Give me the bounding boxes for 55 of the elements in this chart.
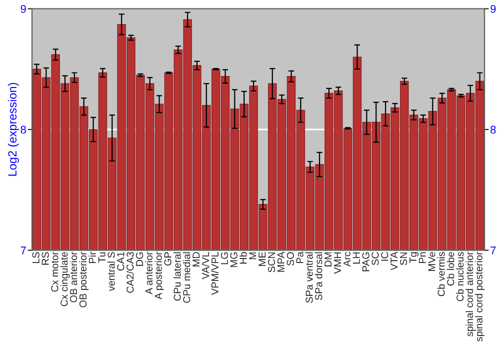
- x-tick-label: Cb vermis: [437, 252, 445, 296]
- x-tick-label: spinal cord posterior: [475, 252, 484, 342]
- x-tick-label: M: [249, 252, 256, 260]
- x-tick-label: Hb: [239, 252, 247, 264]
- x-tick-label: Tg: [410, 252, 418, 264]
- y2-tick-label: 9: [490, 5, 496, 13]
- x-tick-label: VTA: [390, 252, 398, 270]
- x-tick-label: GP: [164, 252, 172, 266]
- x-tick-label: IC: [381, 252, 388, 261]
- y-tick-label: 8: [20, 126, 26, 134]
- x-tick-label: MVe: [428, 252, 436, 271]
- x-tick-label: MPA: [278, 252, 284, 272]
- x-tick-label: SPa ventral: [305, 252, 313, 303]
- x-tick-label: A posterior: [154, 252, 164, 300]
- x-tick-label: RS: [42, 252, 49, 265]
- y-tick-label: 7: [20, 246, 26, 254]
- x-tick-label: VPM/VPL: [211, 252, 219, 295]
- x-tick-label: SPa dorsal: [314, 252, 322, 300]
- y2-tick-label: 8: [490, 126, 496, 134]
- x-tick-label: DM: [324, 252, 332, 266]
- x-tick-label: SO: [286, 252, 294, 266]
- x-tick-label: Arc: [344, 252, 350, 267]
- x-tick-label: LG: [220, 252, 228, 264]
- x-tick-label: VA/VL: [202, 252, 210, 280]
- x-tick-label: CA1: [117, 252, 124, 271]
- x-tick-label: Cb nucleus: [456, 252, 464, 302]
- x-tick-label: CA2/CA3: [126, 252, 134, 293]
- x-tick-label: Pa: [296, 252, 304, 264]
- x-tick-label: SC: [372, 252, 379, 266]
- x-tick-label: Pn: [418, 252, 426, 264]
- x-tick-label: LH: [352, 252, 360, 264]
- x-tick-label: MG: [230, 252, 238, 267]
- y-tick-label: 9: [20, 5, 26, 13]
- x-tick-label: DG: [136, 252, 144, 266]
- x-tick-label: Cx cingulate: [60, 252, 70, 306]
- x-tick-label: Cb lobe: [446, 252, 454, 286]
- x-tick-label: spinal cord anterior: [466, 252, 476, 336]
- x-tick-label: OB anterior: [70, 252, 78, 302]
- x-tick-label: LS: [32, 252, 40, 264]
- y2-tick-label: 7: [490, 246, 496, 254]
- x-tick-label: Tu: [98, 252, 106, 263]
- x-tick-label: CPu lateral: [173, 252, 181, 301]
- x-tick-label: CPu medial: [182, 252, 190, 303]
- x-tick-label: Cx motor: [51, 252, 58, 292]
- x-tick-label: MD: [192, 252, 200, 266]
- x-tick-label: OB posterior: [79, 252, 89, 308]
- x-tick-label: Pir: [88, 252, 96, 264]
- x-tick-label: SN: [400, 252, 408, 266]
- x-tick-label: ventral S: [107, 252, 115, 292]
- x-tick-label: SCN: [268, 252, 276, 272]
- x-tick-label: VMH: [334, 252, 341, 274]
- x-tick-label: A anterior: [145, 252, 153, 294]
- x-tick-label: PAG: [362, 252, 370, 272]
- y-axis-title: Log2 (expression): [8, 82, 19, 176]
- x-tick-label: ME: [258, 252, 266, 266]
